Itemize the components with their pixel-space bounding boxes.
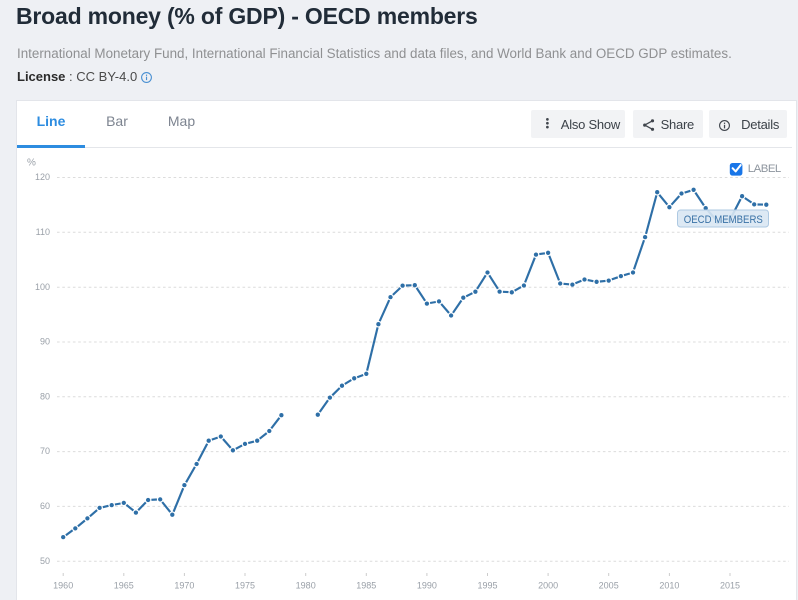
svg-text:1985: 1985 bbox=[356, 581, 376, 591]
svg-text:1995: 1995 bbox=[477, 581, 497, 591]
svg-text:90: 90 bbox=[40, 337, 50, 347]
svg-text:%: % bbox=[27, 158, 36, 169]
svg-text:1970: 1970 bbox=[174, 581, 194, 591]
svg-text:LABEL: LABEL bbox=[748, 163, 781, 175]
svg-text:70: 70 bbox=[40, 446, 50, 456]
svg-text:50: 50 bbox=[40, 556, 50, 566]
svg-text:120: 120 bbox=[35, 172, 50, 182]
svg-text:80: 80 bbox=[40, 391, 50, 401]
svg-text:2010: 2010 bbox=[659, 581, 679, 591]
svg-text:1965: 1965 bbox=[114, 581, 134, 591]
svg-text:1975: 1975 bbox=[235, 581, 255, 591]
svg-text:1990: 1990 bbox=[417, 581, 437, 591]
svg-text:OECD MEMBERS: OECD MEMBERS bbox=[684, 214, 763, 226]
svg-text:100: 100 bbox=[35, 282, 50, 292]
svg-text:2000: 2000 bbox=[538, 581, 558, 591]
svg-text:2015: 2015 bbox=[720, 581, 740, 591]
svg-text:1980: 1980 bbox=[296, 581, 316, 591]
svg-text:60: 60 bbox=[40, 501, 50, 511]
svg-text:110: 110 bbox=[36, 227, 50, 237]
svg-text:1960: 1960 bbox=[53, 581, 73, 591]
svg-text:2005: 2005 bbox=[599, 581, 619, 591]
